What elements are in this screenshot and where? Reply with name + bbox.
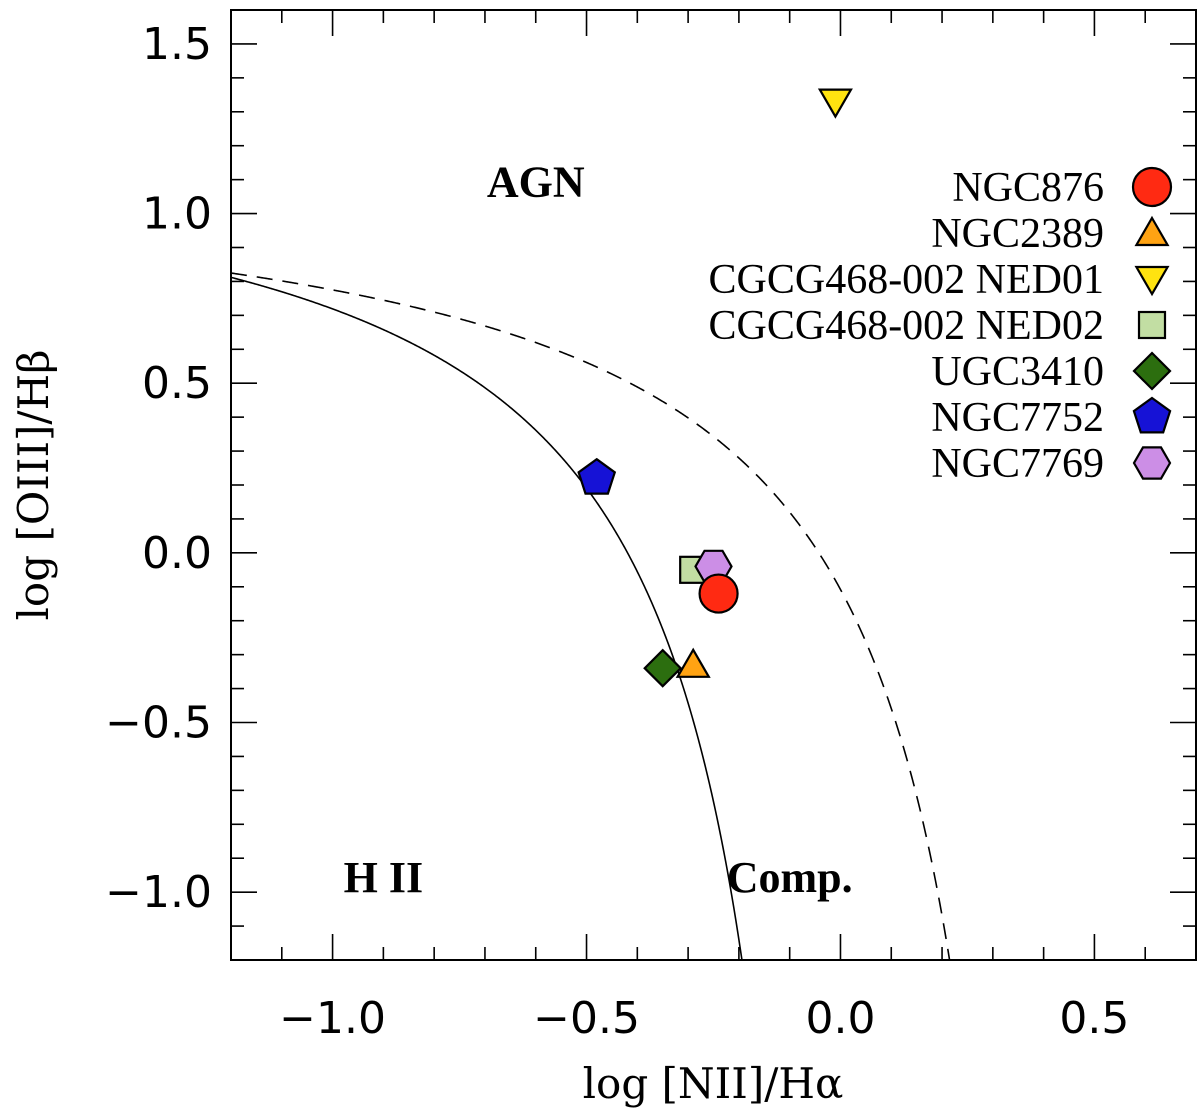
x-tick-label: 0.0 <box>805 993 875 1044</box>
legend-label: CGCG468-002 NED02 <box>709 303 1105 349</box>
hii-label: H II <box>344 853 423 902</box>
legend-label: CGCG468-002 NED01 <box>709 257 1105 303</box>
y-tick-label: 0.5 <box>142 358 212 409</box>
kauffmann-line <box>230 276 743 961</box>
x-tick-label: −1.0 <box>279 993 386 1044</box>
data-point-ngc7752 <box>577 457 617 495</box>
data-point-cgcg468-002-ned01 <box>817 88 853 119</box>
legend-label: NGC2389 <box>931 211 1104 257</box>
data-point-ngc2389 <box>675 647 711 678</box>
comp-label: Comp. <box>727 853 853 902</box>
legend-marker-triangle-down <box>1134 265 1170 297</box>
data-point-ngc876 <box>698 573 739 614</box>
x-tick-label: 0.5 <box>1059 993 1129 1044</box>
data-points <box>577 88 853 688</box>
kewley-line <box>230 272 951 961</box>
x-axis-label: log [NII]/Hα <box>583 1059 844 1108</box>
y-tick-label: −0.5 <box>105 698 212 749</box>
ticks-layer: −1.0 −0.5 0.0 0.5 −1.0 −0.5 0.0 0.5 1.0 1.5 <box>105 9 1197 1044</box>
y-axis-label: log [OIII]/Hβ <box>9 350 58 621</box>
y-tick-label: 0.0 <box>142 528 212 579</box>
legend-label: NGC7769 <box>931 441 1104 487</box>
legend-marker-hexagon <box>1132 446 1172 480</box>
legend-marker-pentagon <box>1132 396 1172 434</box>
legend-marker-triangle-up <box>1134 215 1170 247</box>
agn-label: AGN <box>487 158 585 207</box>
legend-marker-diamond <box>1132 351 1172 391</box>
x-tick-label: −0.5 <box>533 993 640 1044</box>
data-point-ugc3410 <box>643 648 683 688</box>
curves-layer <box>230 272 951 961</box>
legend-label: NGC7752 <box>931 395 1104 441</box>
legend-marker-square <box>1137 310 1167 340</box>
y-tick-label: 1.0 <box>142 189 212 240</box>
region-labels: AGN H II Comp. <box>344 158 853 903</box>
y-tick-label: −1.0 <box>105 867 212 918</box>
legend-label: NGC876 <box>952 165 1104 211</box>
y-tick-label: 1.5 <box>142 19 212 70</box>
legend-label: UGC3410 <box>931 349 1104 395</box>
legend-marker-circle <box>1131 166 1173 208</box>
